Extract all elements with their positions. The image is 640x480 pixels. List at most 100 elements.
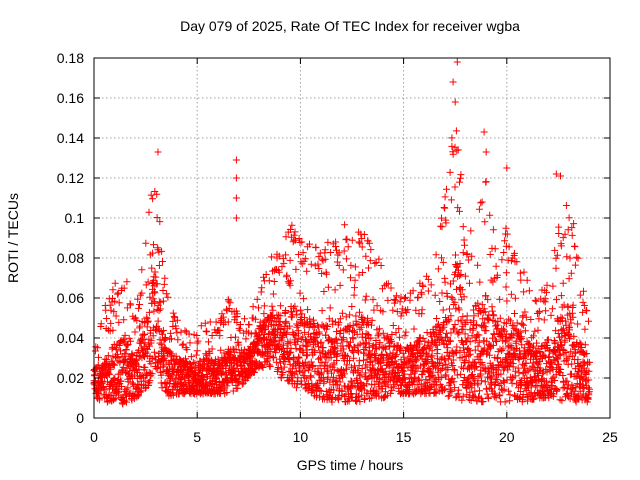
data-point xyxy=(219,313,227,321)
data-point xyxy=(474,299,482,307)
data-point xyxy=(278,346,285,354)
data-point xyxy=(232,156,240,164)
data-point xyxy=(494,354,502,362)
data-point xyxy=(294,374,302,382)
data-point xyxy=(367,394,375,402)
data-point xyxy=(498,256,506,264)
data-point xyxy=(393,308,401,315)
data-point xyxy=(270,354,278,362)
data-point xyxy=(152,273,160,281)
data-point xyxy=(461,241,468,249)
data-point xyxy=(517,333,525,341)
data-point xyxy=(565,214,573,222)
data-point xyxy=(310,320,318,327)
data-point xyxy=(490,393,498,401)
data-point xyxy=(438,335,446,343)
data-point xyxy=(525,339,533,347)
data-point xyxy=(270,278,278,285)
data-point xyxy=(506,397,514,405)
data-point xyxy=(567,319,575,327)
data-point xyxy=(158,384,166,392)
data-point xyxy=(156,218,164,226)
data-point xyxy=(94,344,102,352)
data-point xyxy=(141,377,149,385)
data-point xyxy=(506,391,514,399)
data-point xyxy=(502,283,510,291)
data-point xyxy=(511,249,518,257)
data-point xyxy=(567,269,575,277)
data-point xyxy=(488,307,496,315)
data-point xyxy=(358,235,366,242)
data-point xyxy=(554,330,562,337)
data-point xyxy=(169,309,177,317)
data-point xyxy=(360,346,368,353)
data-point xyxy=(434,265,442,273)
data-point xyxy=(414,293,422,301)
data-point xyxy=(110,361,117,369)
data-point xyxy=(482,327,490,335)
data-point xyxy=(567,348,575,356)
data-point xyxy=(118,367,126,375)
data-point xyxy=(339,266,347,274)
data-point xyxy=(336,281,344,289)
data-point xyxy=(454,146,462,154)
data-point xyxy=(437,326,445,334)
data-point xyxy=(155,307,163,314)
data-point xyxy=(338,387,346,395)
data-point xyxy=(155,262,163,269)
data-point xyxy=(339,345,347,353)
data-point xyxy=(573,253,581,261)
data-point xyxy=(574,254,582,262)
data-point xyxy=(258,362,266,370)
data-point xyxy=(127,337,134,345)
data-point xyxy=(113,290,121,298)
data-point xyxy=(511,294,519,302)
data-point xyxy=(423,272,431,280)
data-point xyxy=(336,378,344,386)
data-point xyxy=(453,58,461,66)
data-point xyxy=(128,379,136,387)
data-point xyxy=(303,337,311,345)
data-point xyxy=(443,292,451,300)
data-point xyxy=(565,275,573,283)
data-point xyxy=(191,359,199,367)
data-point xyxy=(147,360,155,368)
data-point xyxy=(339,373,347,381)
data-point xyxy=(320,288,328,295)
data-point xyxy=(517,276,525,284)
data-point xyxy=(350,291,358,299)
data-point xyxy=(516,336,524,344)
data-point xyxy=(543,288,550,296)
data-point xyxy=(142,281,150,289)
data-point xyxy=(531,296,539,304)
data-point xyxy=(557,292,565,300)
data-point xyxy=(439,361,447,369)
data-point xyxy=(392,296,399,304)
data-point xyxy=(220,349,228,357)
data-point xyxy=(525,287,533,295)
data-point xyxy=(106,392,114,400)
data-point xyxy=(534,326,542,334)
data-point xyxy=(392,292,400,300)
data-point xyxy=(352,312,360,320)
data-point xyxy=(507,317,514,325)
data-point xyxy=(100,383,108,391)
data-point xyxy=(501,237,509,245)
data-point xyxy=(388,331,396,338)
data-point xyxy=(441,372,449,380)
data-point xyxy=(197,322,205,330)
data-point xyxy=(156,336,164,344)
data-point xyxy=(223,389,231,396)
data-point xyxy=(356,308,363,316)
data-point xyxy=(159,297,167,305)
data-point xyxy=(143,313,151,321)
data-point xyxy=(158,247,166,255)
data-point xyxy=(397,312,405,320)
data-point xyxy=(348,303,356,310)
data-point xyxy=(359,381,367,389)
data-point xyxy=(97,320,105,328)
data-point xyxy=(111,279,119,287)
data-point xyxy=(347,338,354,346)
data-point xyxy=(502,269,510,277)
data-point xyxy=(499,386,507,394)
